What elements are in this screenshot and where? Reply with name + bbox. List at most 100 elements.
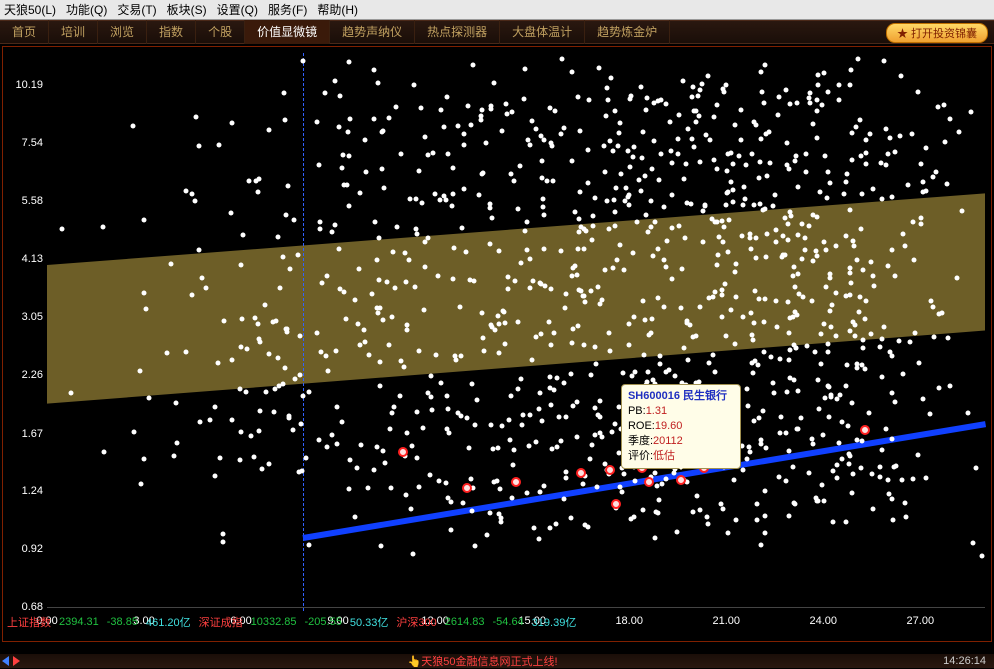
- scatter-point[interactable]: [325, 445, 330, 450]
- scatter-point[interactable]: [492, 479, 497, 484]
- scatter-point[interactable]: [827, 180, 832, 185]
- scatter-point[interactable]: [791, 377, 796, 382]
- scatter-point[interactable]: [637, 178, 642, 183]
- scatter-point[interactable]: [414, 197, 419, 202]
- scatter-point[interactable]: [504, 102, 509, 107]
- scatter-point[interactable]: [745, 403, 750, 408]
- scatter-point[interactable]: [593, 195, 598, 200]
- scatter-point[interactable]: [834, 291, 839, 296]
- scatter-point[interactable]: [509, 496, 514, 501]
- scatter-point[interactable]: [577, 216, 582, 221]
- scatter-point[interactable]: [517, 163, 522, 168]
- scatter-point[interactable]: [413, 227, 418, 232]
- scatter-point[interactable]: [489, 422, 494, 427]
- scatter-point[interactable]: [524, 247, 529, 252]
- scatter-point[interactable]: [721, 506, 726, 511]
- scatter-point[interactable]: [759, 542, 764, 547]
- scatter-point[interactable]: [221, 532, 226, 537]
- scatter-point[interactable]: [472, 278, 477, 283]
- scatter-point[interactable]: [810, 298, 815, 303]
- scatter-point[interactable]: [602, 267, 607, 272]
- scatter-point[interactable]: [754, 122, 759, 127]
- scatter-point[interactable]: [573, 210, 578, 215]
- tab-5[interactable]: 价值显微镜: [245, 20, 330, 44]
- scatter-point[interactable]: [628, 164, 633, 169]
- scatter-point[interactable]: [649, 199, 654, 204]
- scatter-point[interactable]: [844, 234, 849, 239]
- scatter-point[interactable]: [804, 344, 809, 349]
- scatter-point[interactable]: [619, 489, 624, 494]
- scatter-point[interactable]: [753, 236, 758, 241]
- scatter-point[interactable]: [698, 87, 703, 92]
- scatter-point[interactable]: [315, 120, 320, 125]
- scatter-point[interactable]: [760, 208, 765, 213]
- scatter-point[interactable]: [346, 60, 351, 65]
- scatter-point[interactable]: [762, 296, 767, 301]
- scatter-point[interactable]: [880, 448, 885, 453]
- scatter-point[interactable]: [684, 200, 689, 205]
- scatter-point[interactable]: [590, 442, 595, 447]
- scatter-point[interactable]: [693, 120, 698, 125]
- scatter-point[interactable]: [229, 210, 234, 215]
- scatter-point[interactable]: [649, 166, 654, 171]
- scatter-point[interactable]: [685, 319, 690, 324]
- scatter-point[interactable]: [904, 514, 909, 519]
- scatter-point[interactable]: [650, 377, 655, 382]
- scatter-point[interactable]: [734, 518, 739, 523]
- scatter-point[interactable]: [900, 232, 905, 237]
- scatter-point[interactable]: [731, 478, 736, 483]
- scatter-point[interactable]: [763, 513, 768, 518]
- scatter-point[interactable]: [685, 126, 690, 131]
- scatter-point[interactable]: [537, 489, 542, 494]
- scatter-point[interactable]: [657, 178, 662, 183]
- scatter-point[interactable]: [756, 176, 761, 181]
- scatter-point[interactable]: [792, 502, 797, 507]
- scatter-point[interactable]: [530, 278, 535, 283]
- scatter-point[interactable]: [754, 517, 759, 522]
- scatter-point[interactable]: [256, 189, 261, 194]
- scatter-point[interactable]: [917, 360, 922, 365]
- scatter-point[interactable]: [472, 543, 477, 548]
- scatter-point[interactable]: [412, 83, 417, 88]
- scatter-point[interactable]: [847, 265, 852, 270]
- scatter-point[interactable]: [801, 295, 806, 300]
- tab-6[interactable]: 趋势声纳仪: [330, 20, 415, 44]
- scatter-point[interactable]: [836, 98, 841, 103]
- scatter-point[interactable]: [541, 484, 546, 489]
- scatter-point[interactable]: [422, 265, 427, 270]
- scatter-point[interactable]: [850, 131, 855, 136]
- scatter-point[interactable]: [810, 436, 815, 441]
- scatter-point[interactable]: [716, 253, 721, 258]
- scatter-point[interactable]: [541, 196, 546, 201]
- scatter-point[interactable]: [281, 91, 286, 96]
- scatter-point[interactable]: [858, 294, 863, 299]
- scatter-point[interactable]: [131, 430, 136, 435]
- scatter-point[interactable]: [536, 536, 541, 541]
- scatter-point[interactable]: [548, 375, 553, 380]
- scatter-point[interactable]: [498, 486, 503, 491]
- scatter-point[interactable]: [841, 191, 846, 196]
- scatter-point[interactable]: [890, 247, 895, 252]
- scatter-point[interactable]: [682, 235, 687, 240]
- scatter-point[interactable]: [571, 327, 576, 332]
- scatter-point[interactable]: [357, 342, 362, 347]
- scatter-point[interactable]: [197, 144, 202, 149]
- scatter-point[interactable]: [526, 444, 531, 449]
- scatter-point[interactable]: [606, 98, 611, 103]
- scatter-point[interactable]: [817, 406, 822, 411]
- scatter-point[interactable]: [675, 136, 680, 141]
- scatter-point[interactable]: [822, 322, 827, 327]
- scatter-point[interactable]: [458, 304, 463, 309]
- scatter-point[interactable]: [141, 457, 146, 462]
- scatter-point[interactable]: [849, 67, 854, 72]
- scatter-point[interactable]: [525, 490, 530, 495]
- highlight-point[interactable]: [511, 477, 521, 487]
- scatter-point[interactable]: [719, 293, 724, 298]
- scatter-point[interactable]: [760, 90, 765, 95]
- scatter-point[interactable]: [541, 204, 546, 209]
- scatter-point[interactable]: [771, 390, 776, 395]
- scatter-point[interactable]: [936, 312, 941, 317]
- scatter-point[interactable]: [909, 131, 914, 136]
- scatter-point[interactable]: [711, 353, 716, 358]
- scatter-point[interactable]: [829, 392, 834, 397]
